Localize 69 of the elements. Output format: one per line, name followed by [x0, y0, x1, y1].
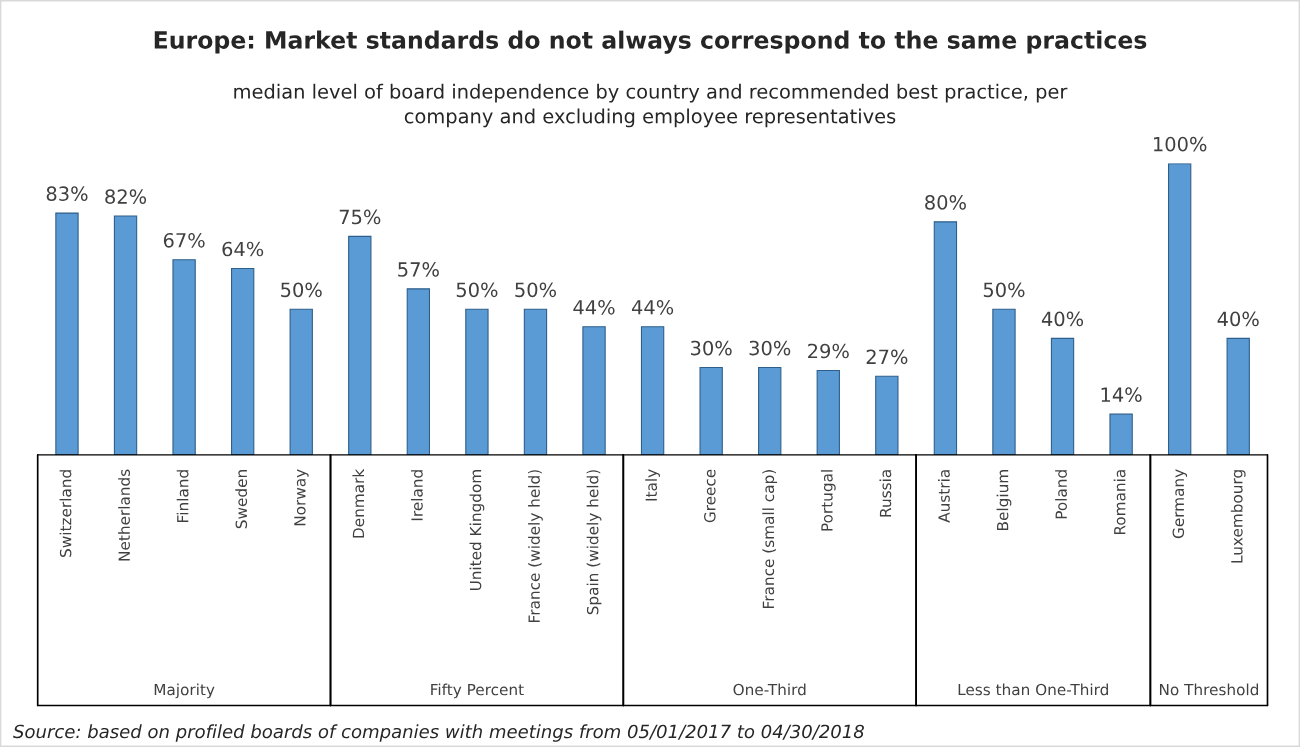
data-label: 44% [631, 299, 674, 315]
data-label: 30% [749, 340, 791, 356]
bar [582, 326, 606, 455]
data-label: 50% [281, 282, 322, 298]
x-tick-label: France (small cap) [762, 470, 778, 608]
x-tick-label: Austria [938, 470, 950, 523]
x-tick-label: Belgium [996, 470, 1012, 530]
data-label: 50% [515, 282, 557, 298]
bar [992, 308, 1016, 455]
bar [758, 366, 782, 455]
data-label: 57% [398, 262, 439, 277]
x-tick-label: Ireland [410, 470, 423, 521]
x-axis-title: Majority [154, 683, 215, 699]
bar [289, 308, 313, 455]
x-axis-title: One-Third [733, 683, 806, 696]
text: Europe: Market standards do not always correspond to the same practices [154, 30, 1147, 54]
data-label: 67% [163, 232, 205, 248]
data-label: 40% [1041, 311, 1084, 327]
data-label: 80% [925, 195, 966, 210]
x-tick-label: Luxembourg [1230, 470, 1246, 563]
data-label: 50% [983, 282, 1025, 298]
bar [640, 326, 665, 455]
bar [113, 215, 138, 455]
bar [933, 221, 958, 455]
x-axis-title: Fifty Percent [431, 683, 524, 699]
bar [699, 366, 723, 455]
data-label: 29% [808, 343, 849, 359]
x-tick-label: Switzerland [59, 470, 72, 557]
x-tick-label: France (widely held) [528, 470, 543, 622]
x-tick-label: Spain (widely held) [586, 470, 602, 615]
x-tick-label: Poland [1055, 470, 1067, 519]
x-tick-label: Germany [1172, 469, 1188, 539]
data-label: 83% [46, 186, 88, 202]
x-axis-title: No Threshold [1159, 683, 1259, 696]
x-tick-label: Portugal [820, 470, 836, 531]
data-label: 64% [222, 241, 264, 257]
x-axis-title: Less than One-Third [958, 683, 1108, 696]
bar [55, 212, 79, 455]
x-tick-label: Denmark [352, 468, 365, 538]
data-label: 27% [866, 349, 908, 365]
x-tick-label: United Kingdom [469, 470, 485, 591]
x-tick-label: Russia [879, 470, 892, 517]
source-note: Source: based on profiled boards of companies with meetings from 05/01/2017 to 04/30/2018 [13, 724, 864, 742]
bar [523, 308, 548, 455]
bar [875, 375, 899, 455]
data-label: 14% [1101, 387, 1142, 403]
data-label: 30% [691, 340, 732, 356]
x-tick-label: Greece [704, 469, 716, 523]
x-tick-label: Sweden [235, 470, 248, 529]
data-label: 100% [1154, 136, 1207, 152]
bar [1050, 337, 1075, 455]
data-label: 44% [573, 299, 615, 315]
data-label: 82% [105, 189, 147, 204]
x-tick-label: Netherlands [118, 469, 130, 561]
bar [230, 267, 255, 455]
bar [816, 369, 840, 455]
data-label: 50% [456, 282, 498, 298]
bar [348, 235, 372, 455]
data-label: 40% [1217, 311, 1259, 327]
bar [1109, 413, 1133, 455]
x-tick-label: Finland [176, 470, 189, 522]
bar [406, 288, 431, 455]
data-label: 75% [339, 209, 381, 225]
bar [172, 259, 196, 455]
bar [465, 308, 489, 455]
x-tick-label: Italy [645, 469, 660, 501]
x-tick-label: Romania [1113, 470, 1126, 535]
x-tick-label: Norway [294, 469, 309, 526]
text: median level of board independence by country and recommended best practice, per company and excluding employee representatives [234, 83, 1068, 128]
